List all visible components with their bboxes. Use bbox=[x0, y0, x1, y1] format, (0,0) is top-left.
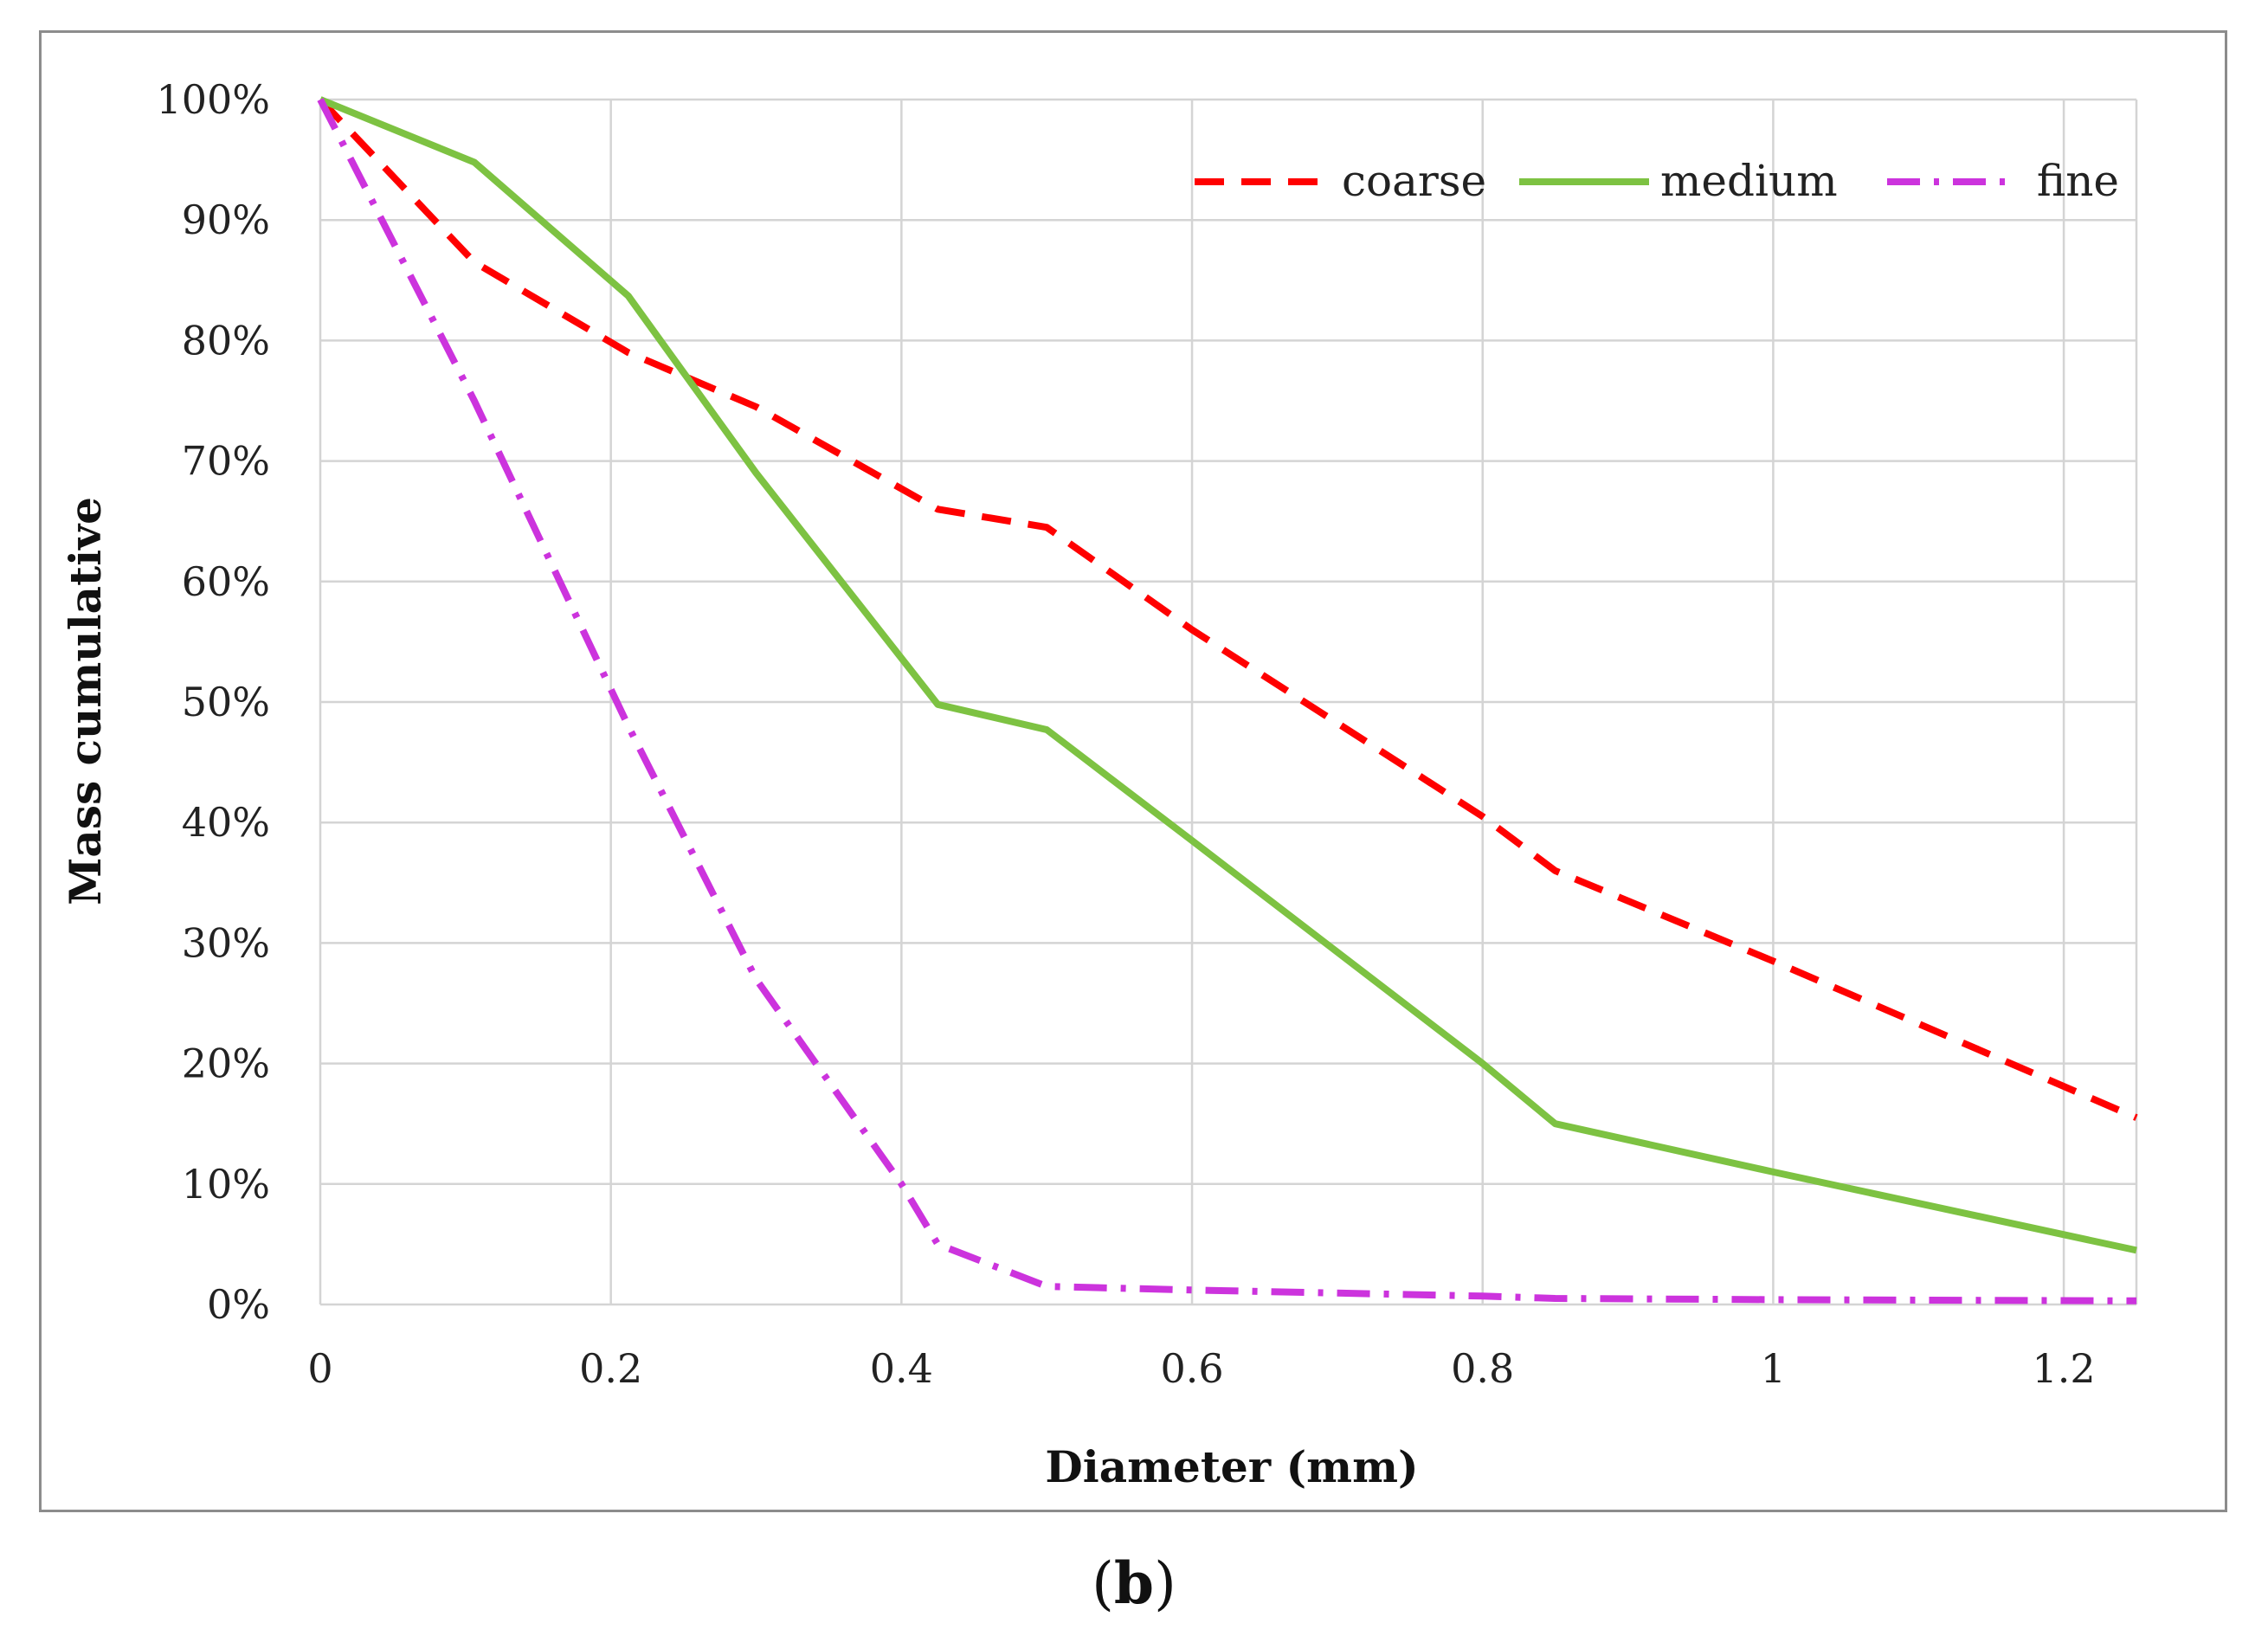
grid bbox=[319, 98, 2138, 1306]
panel-label-close: ) bbox=[1154, 1550, 1176, 1617]
legend: coarse medium fine bbox=[1195, 156, 2119, 206]
y-tick-label: 50% bbox=[182, 679, 270, 725]
legend-label-coarse: coarse bbox=[1342, 156, 1486, 206]
panel-label-open: ( bbox=[1092, 1550, 1114, 1617]
y-tick-label: 90% bbox=[182, 196, 270, 243]
y-tick-label: 30% bbox=[182, 919, 270, 966]
series-line-fine bbox=[317, 98, 2137, 1304]
panel-label: (b) bbox=[0, 1549, 2268, 1617]
y-tick-labels: 0% 10% 20% 30% 40% 50% 60% 70% 80% 90% 100% bbox=[156, 76, 270, 1328]
series-line-coarse bbox=[318, 97, 2138, 1121]
x-tick-label: 0.8 bbox=[1451, 1345, 1514, 1392]
x-axis-title: Diameter (mm) bbox=[1045, 1441, 1418, 1492]
y-tick-label: 80% bbox=[182, 317, 270, 364]
y-tick-label: 10% bbox=[182, 1161, 270, 1208]
x-tick-label: 0 bbox=[307, 1345, 332, 1392]
x-tick-label: 0.2 bbox=[579, 1345, 642, 1392]
legend-label-fine: fine bbox=[2037, 156, 2119, 206]
x-tick-label: 0.6 bbox=[1160, 1345, 1223, 1392]
series-layer bbox=[317, 96, 2138, 1304]
y-tick-label: 20% bbox=[182, 1040, 270, 1087]
y-tick-label: 40% bbox=[182, 799, 270, 846]
y-tick-label: 60% bbox=[182, 558, 270, 605]
y-tick-label: 70% bbox=[182, 438, 270, 485]
series-line-medium bbox=[319, 96, 2137, 1254]
y-tick-label: 0% bbox=[207, 1281, 270, 1328]
x-tick-label: 1.2 bbox=[2033, 1345, 2096, 1392]
y-tick-label: 100% bbox=[156, 76, 270, 123]
y-axis-title: Mass cumulative bbox=[60, 497, 111, 905]
x-tick-label: 0.4 bbox=[870, 1345, 933, 1392]
x-tick-label: 1 bbox=[1761, 1345, 1786, 1392]
chart-frame bbox=[39, 30, 2227, 1512]
x-tick-labels: 0 0.2 0.4 0.6 0.8 1 1.2 bbox=[307, 1345, 2095, 1392]
legend-label-medium: medium bbox=[1660, 156, 1838, 206]
panel-label-letter: b bbox=[1113, 1549, 1155, 1617]
